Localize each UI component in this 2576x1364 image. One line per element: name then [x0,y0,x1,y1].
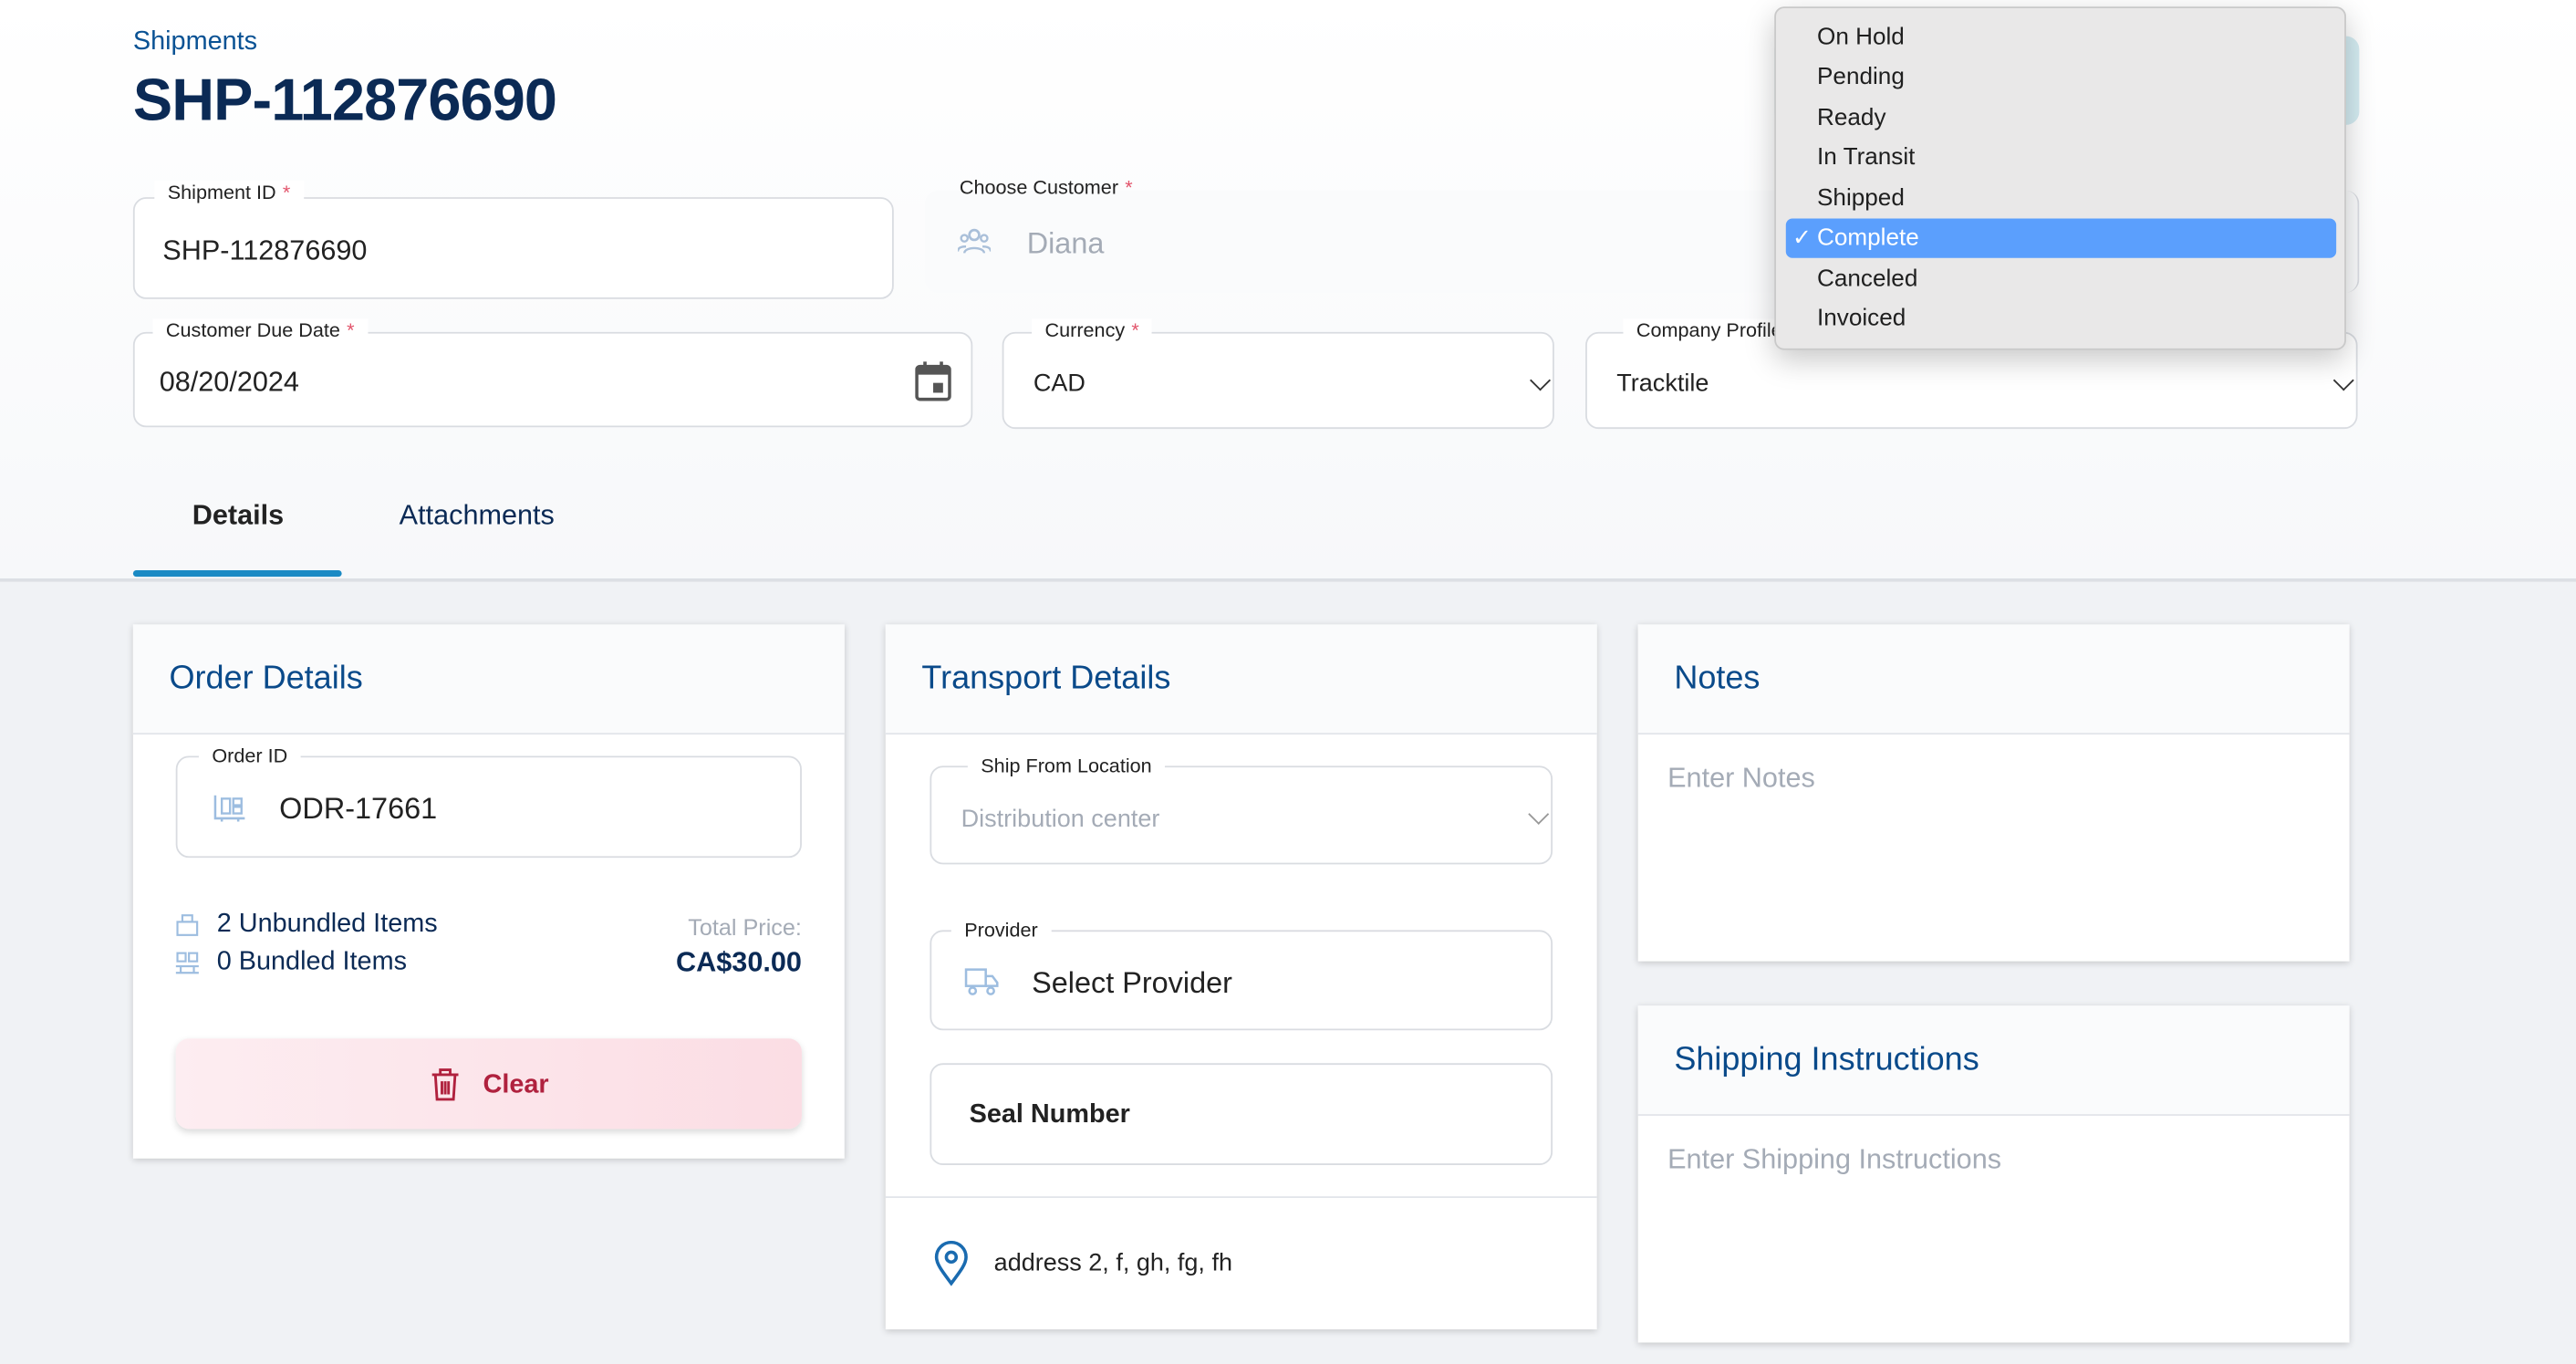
card-title: Notes [1674,661,1761,697]
order-id-label: Order ID [198,744,301,768]
label-text: Currency [1044,318,1126,342]
card-header: Order Details [132,624,845,735]
provider-label: Provider [950,918,1052,942]
trash-icon [431,1068,459,1101]
active-tab-indicator [132,569,342,578]
calendar-icon[interactable] [915,361,951,401]
total-price-value: CA$30.00 [676,946,802,978]
currency-value: CAD [1033,370,1085,398]
shipping-instructions-card: Shipping Instructions Enter Shipping Ins… [1637,1005,2350,1343]
clear-label: Clear [483,1071,549,1099]
unbundled-items: 2 Unbundled Items [216,910,438,939]
divider [885,1196,1597,1199]
address-text: address 2, f, gh, fg, fh [993,1248,1232,1277]
label-text: Shipment ID [167,181,276,204]
required-star: * [282,181,291,204]
order-details-card: Order Details ODR-17661 Order ID 2 Unbun… [132,624,845,1159]
chevron-down-icon [2332,370,2354,391]
card-header: Shipping Instructions [1637,1005,2350,1116]
notes-card: Notes Enter Notes [1637,624,2350,962]
due-date-value: 08/20/2024 [159,366,299,398]
page-title: SHP-112876690 [132,66,557,133]
required-star: * [1125,175,1133,199]
clear-button[interactable]: Clear [175,1038,802,1130]
label-text: Choose Customer [959,175,1119,199]
provider-placeholder: Select Provider [1032,966,1232,1000]
company-profile-label: Company Profile [1623,318,1796,342]
seal-number-field[interactable]: Seal Number [930,1063,1553,1165]
option-complete[interactable]: Complete [1817,224,1919,252]
company-profile-value: Tracktile [1616,370,1709,398]
card-header: Notes [1637,624,2350,735]
status-dropdown-menu[interactable]: ✓ On Hold Pending Ready In Transit Shipp… [1774,6,2346,350]
card-title: Shipping Instructions [1674,1041,1979,1078]
seal-number-label: Seal Number [969,1100,1130,1130]
transport-details-card: Transport Details Distribution center Sh… [885,624,1597,1330]
option-invoiced[interactable]: Invoiced [1817,306,1906,332]
checkmark-icon: ✓ [1792,223,1813,250]
customer-value: Diana [1026,226,1105,260]
breadcrumb-shipments[interactable]: Shipments [132,27,258,57]
selected-option-highlight [1785,218,2337,258]
provider-select[interactable]: Select Provider [930,930,1553,1031]
option-on-hold[interactable]: On Hold [1817,25,1905,51]
currency-select[interactable]: CAD [1002,331,1554,430]
due-date-label: Customer Due Date * [152,318,368,342]
option-canceled[interactable]: Canceled [1817,266,1918,293]
chevron-down-icon [1528,803,1550,825]
shipment-id-field[interactable]: SHP-112876690 [132,197,894,299]
cart-icon [213,795,245,822]
card-title: Order Details [169,661,363,697]
shipment-id-value: SHP-112876690 [162,234,368,266]
truck-icon [964,968,999,995]
due-date-field[interactable]: 08/20/2024 [132,331,973,428]
label-text: Customer Due Date [165,318,340,342]
tab-attachments[interactable]: Attachments [399,499,555,531]
ship-from-label: Ship From Location [967,754,1166,777]
currency-label: Currency * [1032,318,1153,342]
ship-from-select[interactable]: Distribution center [930,765,1553,865]
unbundled-icon [176,914,199,936]
shipment-id-label: Shipment ID * [154,181,304,204]
option-pending[interactable]: Pending [1817,64,1905,91]
option-in-transit[interactable]: In Transit [1817,144,1916,172]
shipping-instructions-input[interactable]: Enter Shipping Instructions [1667,1143,2002,1175]
bundled-icon [175,952,199,974]
location-pin-icon [934,1240,968,1286]
chevron-down-icon [1530,370,1551,391]
order-id-field[interactable]: ODR-17661 [175,755,802,859]
notes-input[interactable]: Enter Notes [1667,762,1815,794]
total-price-label: Total Price: [688,913,802,941]
card-header: Transport Details [885,624,1597,735]
option-ready[interactable]: Ready [1817,105,1886,132]
order-id-value: ODR-17661 [279,792,438,826]
customer-label: Choose Customer * [946,176,1146,199]
ship-from-placeholder: Distribution center [961,805,1160,834]
card-title: Transport Details [921,661,1171,697]
required-star: * [347,318,355,342]
tab-details[interactable]: Details [192,499,285,531]
option-shipped[interactable]: Shipped [1817,185,1905,213]
users-icon [958,228,992,254]
bundled-items: 0 Bundled Items [216,948,407,976]
required-star: * [1131,318,1139,342]
